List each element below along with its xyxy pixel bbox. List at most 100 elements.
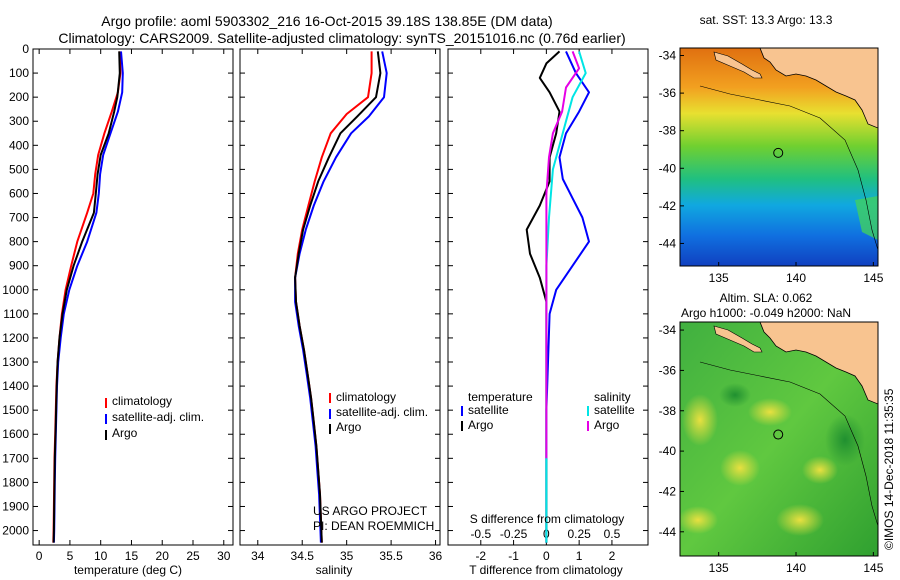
argo-float-marker	[773, 429, 784, 440]
map-y-tick-label: -38	[659, 404, 677, 418]
map-y-tick-label: -36	[659, 86, 677, 100]
x-tick-label: 35.5	[379, 549, 403, 563]
x-tick-label: 0	[543, 549, 550, 563]
y-tick-label: 2000	[2, 524, 29, 538]
x-tick-label: 15	[125, 549, 139, 563]
difference-axes-frame	[447, 48, 649, 546]
x-tick-label: -1	[508, 549, 519, 563]
legend-label-climatology: climatology	[112, 394, 172, 408]
map-x-tick-label: 140	[786, 561, 806, 575]
project-credit: US ARGO PROJECT	[313, 504, 428, 518]
sla-anomaly	[680, 506, 718, 534]
x-tick-label: 30	[217, 549, 231, 563]
legend-label-s-argo: Argo	[594, 418, 620, 432]
sst-land-peninsula	[713, 51, 763, 79]
x-tick-label: 0	[36, 549, 43, 563]
temperature-panel: 0 5 10 15 20 25 30 0 100 200 300 400 500 600 700 800 90…	[2, 42, 234, 577]
salinity-legend: climatology satellite-adj. clim. Argo	[329, 390, 428, 434]
s-diff-x-label: S difference from climatology	[470, 512, 625, 526]
y-tick-label: 1700	[2, 451, 29, 465]
sst-land	[759, 48, 878, 129]
sla-map-x-ticks: 135 140 145	[709, 552, 884, 575]
y-tick-label: 700	[9, 211, 29, 225]
series-line-satellite-adj-clim-	[294, 51, 388, 543]
y-tick-label: 500	[9, 162, 29, 176]
sla-anomaly	[719, 383, 751, 407]
y-tick-label: 1100	[3, 307, 29, 321]
sla-map: Altim. SLA: 0.062 Argo h1000: -0.049 h20…	[659, 291, 884, 575]
imos-credit: ©IMOS 14-Dec-2018 11:35:35	[882, 388, 896, 550]
sla-anomaly	[748, 398, 792, 426]
y-tick-label: 1800	[2, 475, 29, 489]
x-tick-label: -2	[475, 549, 486, 563]
sla-map-subtitle: Argo h1000: -0.049 h2000: NaN	[681, 306, 851, 320]
map-y-tick-label: -38	[659, 124, 677, 138]
t-diff-x-ticks: -2 -1 0 1 2	[475, 49, 616, 563]
x-tick-label: 34	[251, 549, 265, 563]
sst-map-title: sat. SST: 13.3 Argo: 13.3	[700, 13, 833, 27]
difference-series	[525, 50, 590, 543]
x-tick-label: 34.5	[291, 549, 315, 563]
legend-label-t-satellite: satellite	[468, 403, 509, 417]
legend-label-satellite: satellite-adj. clim.	[112, 410, 204, 424]
s-diff-tick-label: 0.5	[604, 527, 621, 541]
sst-contour	[699, 85, 878, 251]
x-tick-label: 35	[340, 549, 354, 563]
sst-map: sat. SST: 13.3 Argo: 13.3 135 140 145 -34-…	[659, 13, 884, 285]
legend-title-salinity: salinity	[594, 390, 631, 404]
pi-credit: PI: DEAN ROEMMICH	[313, 519, 434, 533]
salinity-series	[294, 51, 388, 543]
difference-panel: -2 -1 0 1 2 -0.5 -0.25 0 0.25 0.5 T difference f…	[447, 48, 649, 577]
x-tick-label: 20	[156, 549, 170, 563]
sst-map-frame	[679, 47, 879, 267]
map-y-tick-label: -42	[659, 484, 677, 498]
y-tick-label: 600	[9, 186, 29, 200]
sla-anomaly	[825, 414, 865, 466]
x-tick-label: 36	[429, 549, 443, 563]
map-y-tick-label: -40	[659, 161, 677, 175]
series-line-salinity-argo	[545, 51, 581, 459]
y-tick-label: 1000	[2, 283, 29, 297]
salinity-x-label: salinity	[316, 563, 353, 577]
map-x-tick-label: 145	[863, 271, 883, 285]
y-tick-label: 1600	[2, 427, 29, 441]
map-x-tick-label: 140	[786, 271, 806, 285]
y-tick-label: 300	[9, 114, 29, 128]
temperature-legend: climatology satellite-adj. clim. Argo	[105, 394, 204, 440]
y-tick-label: 1300	[2, 355, 29, 369]
x-tick-label: 2	[609, 549, 616, 563]
legend-label-t-argo: Argo	[468, 418, 494, 432]
s-diff-tick-label: -0.5	[470, 527, 491, 541]
x-tick-label: 1	[576, 549, 583, 563]
sla-anomaly	[720, 450, 760, 486]
x-tick-label: 25	[186, 549, 200, 563]
map-y-tick-label: -34	[659, 323, 677, 337]
sst-tas-patch	[855, 196, 878, 240]
series-line-salinity-satellite	[545, 51, 587, 543]
y-tick-label: 1200	[2, 331, 29, 345]
y-tick-label: 1900	[2, 499, 29, 513]
y-tick-label: 900	[9, 259, 29, 273]
depth-y-ticks: 0 100 200 300 400 500 600 700 800 900 1000 1100 1200…	[2, 42, 233, 538]
title-line-1: Argo profile: aoml 5903302_216 16-Oct-20…	[101, 13, 552, 29]
sla-map-y-ticks: -34 -36 -38 -40 -42 -44	[659, 323, 684, 539]
argo-float-marker	[773, 147, 784, 158]
sla-anomaly	[682, 394, 718, 446]
y-tick-label: 100	[9, 66, 29, 80]
map-y-tick-label: -42	[659, 199, 677, 213]
s-diff-tick-label: -0.25	[500, 527, 528, 541]
x-tick-label: 10	[94, 549, 108, 563]
sla-land-peninsula	[713, 325, 763, 353]
map-y-tick-label: -34	[659, 49, 677, 63]
difference-legend: temperature satellite Argo salinity sate…	[461, 390, 635, 432]
temperature-axes-frame	[32, 48, 234, 546]
sla-anomaly	[776, 504, 824, 536]
sla-anomaly	[802, 456, 838, 484]
s-diff-tick-label: 0.25	[567, 527, 591, 541]
sst-map-y-ticks: -34 -36 -38 -40 -42 -44	[659, 49, 684, 250]
legend-title-temperature: temperature	[468, 390, 533, 404]
series-line-argo	[52, 51, 121, 543]
sla-map-frame	[679, 321, 879, 557]
legend-label-argo: Argo	[112, 426, 138, 440]
y-tick-label: 1400	[2, 379, 29, 393]
